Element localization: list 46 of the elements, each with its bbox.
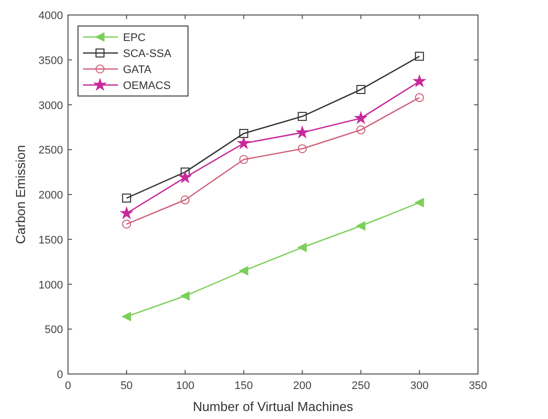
legend-label: EPC (123, 32, 146, 44)
y-tick-label: 3000 (38, 100, 63, 112)
point (120, 207, 132, 218)
x-tick-label: 300 (410, 380, 429, 392)
point (122, 312, 132, 322)
point (239, 266, 248, 276)
y-tick-label: 0 (56, 369, 63, 381)
y-tick-label: 1500 (38, 234, 63, 246)
y-tick-label: 2000 (38, 190, 63, 202)
legend-label: SCA-SSA (123, 48, 172, 60)
y-axis-title: Carbon Emission (13, 145, 28, 244)
legend-label: OEMACS (123, 80, 171, 92)
y-tick-label: 500 (44, 324, 63, 336)
point (296, 126, 308, 138)
x-tick-label: 100 (176, 380, 194, 392)
y-tick-label: 4000 (38, 10, 63, 22)
x-tick-label: 0 (64, 380, 72, 392)
x-tick-label: 350 (468, 380, 488, 392)
point (239, 128, 248, 138)
point (180, 291, 190, 300)
point (180, 195, 190, 204)
x-tick-label: 50 (120, 380, 133, 392)
point (238, 137, 250, 148)
x-tick-label: 250 (352, 380, 370, 392)
point (122, 194, 132, 203)
point (239, 154, 248, 164)
legend-label: GATA (123, 64, 152, 76)
point (298, 242, 307, 252)
x-tick-label: 150 (234, 380, 253, 392)
point (354, 112, 367, 124)
point (414, 198, 424, 208)
point (356, 221, 366, 230)
point (414, 52, 424, 61)
point (179, 171, 192, 183)
point (414, 75, 426, 86)
point (356, 84, 366, 94)
point (298, 112, 307, 121)
point (414, 93, 424, 102)
x-tick-label: 200 (293, 380, 312, 392)
x-axis-title: Number of Virtual Machines (192, 399, 354, 414)
point (356, 125, 366, 134)
point (122, 220, 132, 229)
y-tick-label: 1000 (38, 279, 63, 292)
point (298, 144, 307, 154)
y-tick-label: 2500 (38, 144, 63, 157)
y-tick-label: 3500 (38, 54, 63, 67)
